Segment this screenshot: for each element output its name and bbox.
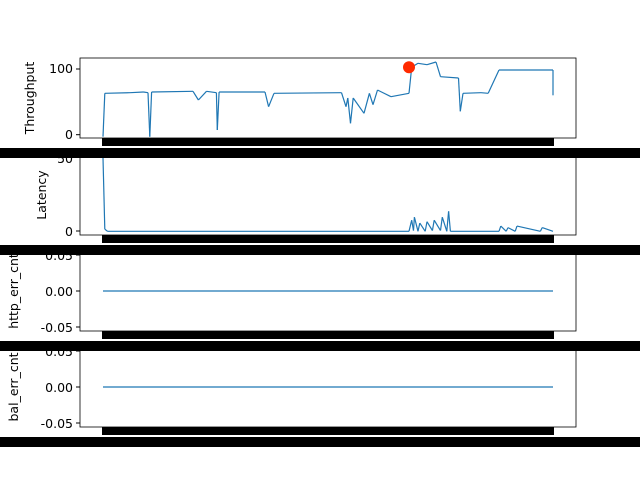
throughput-line-segment: [151, 90, 194, 93]
throughput-line-segment: [129, 91, 144, 94]
latency-line-segment: [419, 222, 426, 232]
throughput-line-segment: [347, 97, 352, 124]
latency-line-segment: [542, 227, 554, 232]
latency-line-segment: [439, 217, 443, 231]
throughput-marker: [403, 61, 415, 74]
latency-line-segment: [412, 217, 415, 231]
http-err-ylabel: http_err_cnt: [6, 253, 21, 329]
throughput-line-segment: [352, 97, 365, 114]
throughput-line-segment: [197, 90, 207, 101]
throughput-ytick-0: 0: [65, 127, 73, 142]
throughput-line-segment: [417, 62, 428, 66]
throughput-line-segment: [192, 90, 199, 101]
throughput-line-segment: [390, 92, 410, 98]
http-err-xtick-band: [102, 331, 554, 339]
http-err-panel: 0.05 0.00 -0.05 http_err_cnt: [0, 248, 640, 351]
throughput-ylabel: Throughput: [22, 62, 37, 136]
throughput-line-segment: [268, 93, 275, 107]
bal-err-panel: 0.05 0.00 -0.05 bal_err_cnt: [0, 344, 640, 447]
latency-line-segment: [539, 227, 543, 232]
latency-line-segment: [500, 225, 507, 232]
latency-line-segment: [413, 217, 419, 232]
throughput-line-segment: [487, 69, 500, 94]
latency-line-segment: [507, 227, 516, 232]
latency-line-segment: [102, 157, 106, 230]
throughput-line-segment: [459, 93, 464, 112]
http-err-ytick-neg005: -0.05: [41, 320, 73, 335]
throughput-line-segment: [372, 89, 379, 105]
latency-line-segment: [498, 225, 502, 232]
latency-line-segment: [104, 228, 108, 232]
latency-line-segment: [433, 219, 442, 231]
http-err-xtick-label-band: [0, 341, 640, 351]
latency-line-segment: [448, 211, 451, 232]
latency-line-segment: [408, 220, 413, 232]
throughput-line: [102, 61, 554, 137]
latency-panel: 0 50 Latency: [0, 151, 640, 255]
throughput-panel: 0 100 Throughput: [0, 57, 640, 158]
throughput-line-segment: [368, 93, 374, 105]
latency-ytick-50: 50: [57, 151, 73, 166]
latency-ylabel: Latency: [34, 170, 49, 220]
throughput-line-segment: [149, 91, 153, 137]
throughput-line-segment: [273, 92, 342, 94]
latency-line-segment: [431, 220, 435, 231]
throughput-line-segment: [102, 93, 106, 137]
throughput-line-segment: [377, 89, 392, 98]
throughput-line-segment: [340, 92, 347, 107]
throughput-line-segment: [349, 97, 354, 124]
latency-xtick-label-band: [0, 245, 640, 255]
throughput-line-segment: [206, 90, 217, 94]
throughput-line-segment: [363, 93, 370, 114]
throughput-line-segment: [440, 76, 459, 79]
latency-line-segment: [505, 227, 509, 232]
latency-line-segment: [426, 221, 433, 231]
bal-err-xtick-band: [102, 427, 554, 435]
http-err-ytick-005: 0.05: [45, 248, 73, 263]
latency-line-segment: [516, 225, 541, 232]
throughput-line-segment: [216, 91, 220, 131]
throughput-line-segment: [104, 92, 131, 94]
throughput-line-segment: [143, 91, 149, 94]
throughput-line-segment: [435, 61, 442, 77]
http-err-ytick-000: 0.00: [45, 284, 73, 299]
bal-err-ytick-005: 0.05: [45, 344, 73, 359]
throughput-line-segment: [426, 61, 437, 66]
bal-err-ylabel: bal_err_cnt: [6, 352, 21, 421]
throughput-line-segment: [480, 92, 489, 94]
latency-line-segment: [441, 217, 448, 232]
throughput-xtick-band: [102, 138, 554, 146]
latency-xtick-band: [102, 235, 554, 243]
latency-line-segment: [424, 221, 428, 232]
throughput-line-segment: [462, 92, 482, 94]
latency-line-segment: [514, 225, 518, 232]
bal-err-ytick-neg005: -0.05: [41, 416, 73, 431]
throughput-xtick-label-band: [0, 148, 640, 158]
throughput-line-segment: [457, 77, 461, 112]
bal-err-ytick-000: 0.00: [45, 380, 73, 395]
latency-line-segment: [417, 222, 421, 232]
latency-line: [102, 157, 554, 232]
throughput-ytick-100: 100: [49, 61, 73, 76]
latency-ytick-0: 0: [65, 224, 73, 239]
bal-err-xtick-label-band: [0, 437, 640, 447]
throughput-line-segment: [264, 91, 270, 107]
